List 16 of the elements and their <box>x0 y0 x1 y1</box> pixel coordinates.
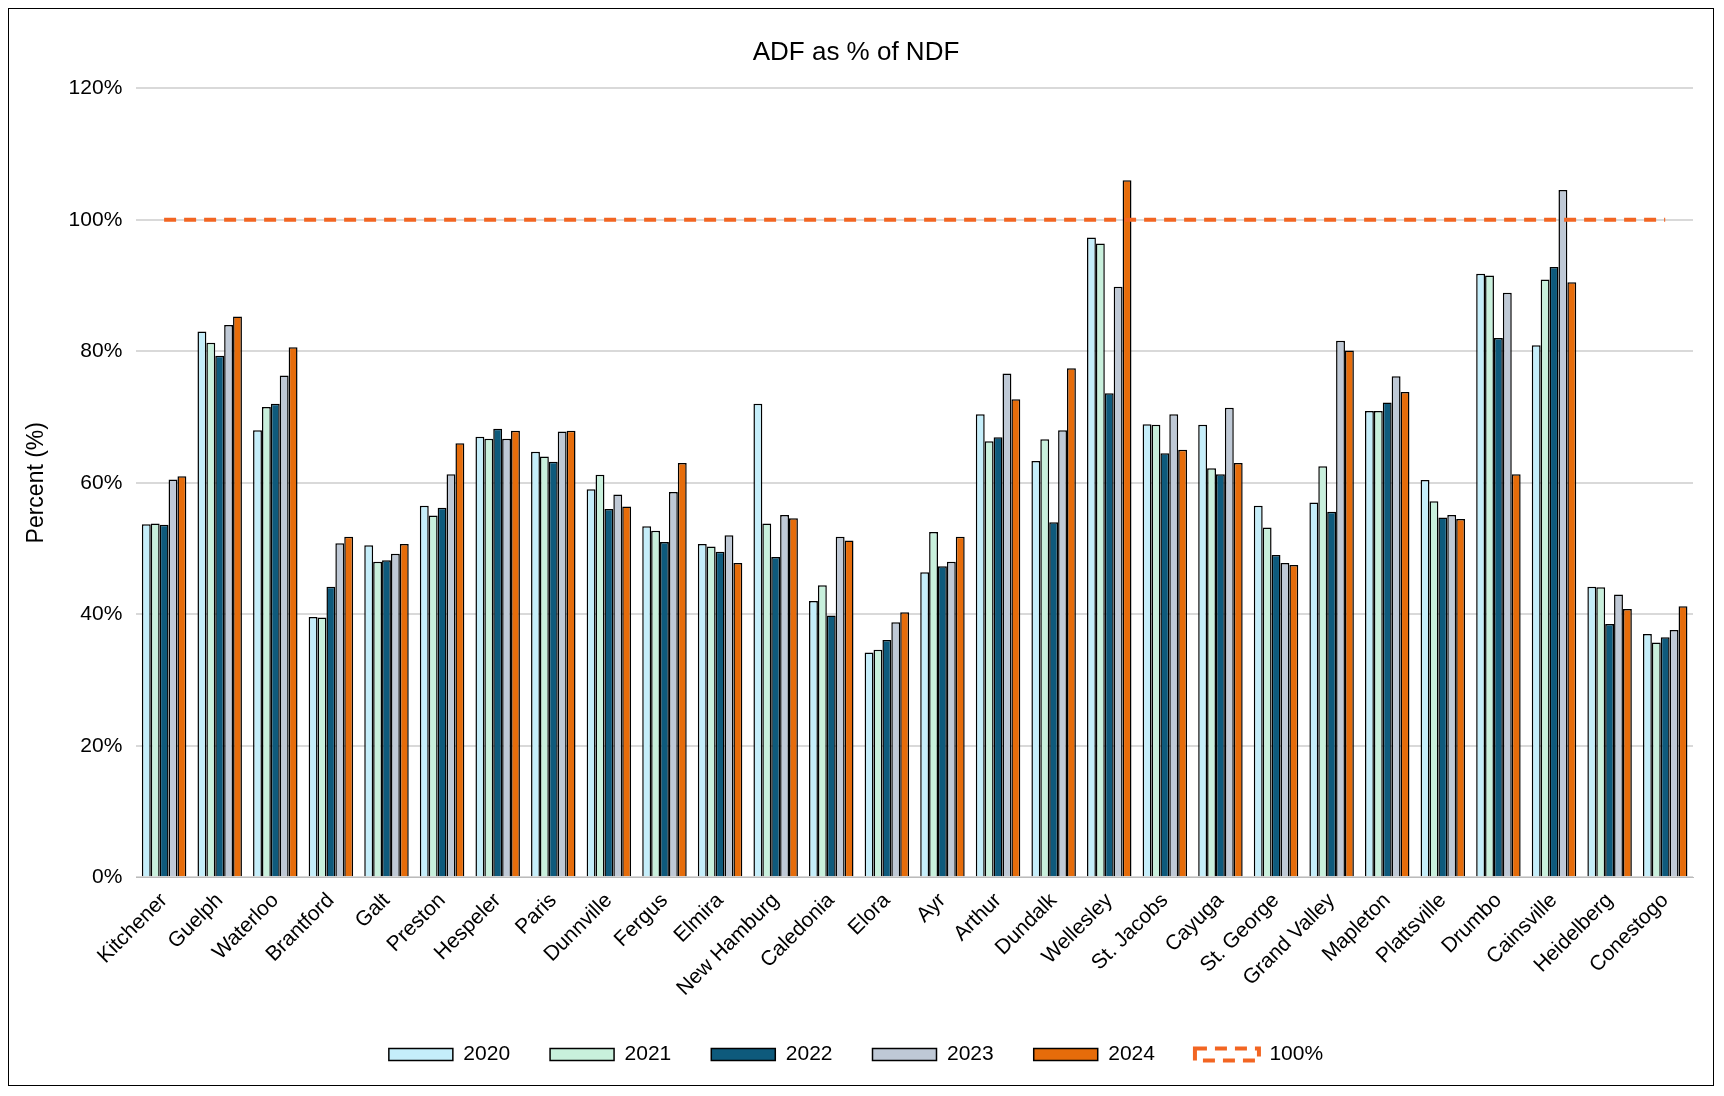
legend-label: 2023 <box>947 1041 994 1065</box>
y-tick-label: 0% <box>91 864 123 888</box>
y-tick-label: 100% <box>68 206 123 230</box>
y-tick-label: 60% <box>80 469 123 493</box>
y-tick-label: 40% <box>80 601 123 625</box>
legend-label: 2021 <box>624 1041 672 1065</box>
chart-title: ADF as % of NDF <box>752 35 960 66</box>
y-tick-label: 80% <box>80 338 123 362</box>
y-tick-label: 20% <box>80 732 123 756</box>
legend-label: 100% <box>1269 1041 1324 1065</box>
y-axis-title: Percent (%) <box>22 422 49 544</box>
y-tick-label: 120% <box>68 75 123 98</box>
legend-label: 2020 <box>463 1041 511 1065</box>
legend-label: 2022 <box>785 1041 833 1065</box>
x-tick-label: Ayr <box>911 887 950 927</box>
legend-label: 2024 <box>1108 1041 1156 1065</box>
